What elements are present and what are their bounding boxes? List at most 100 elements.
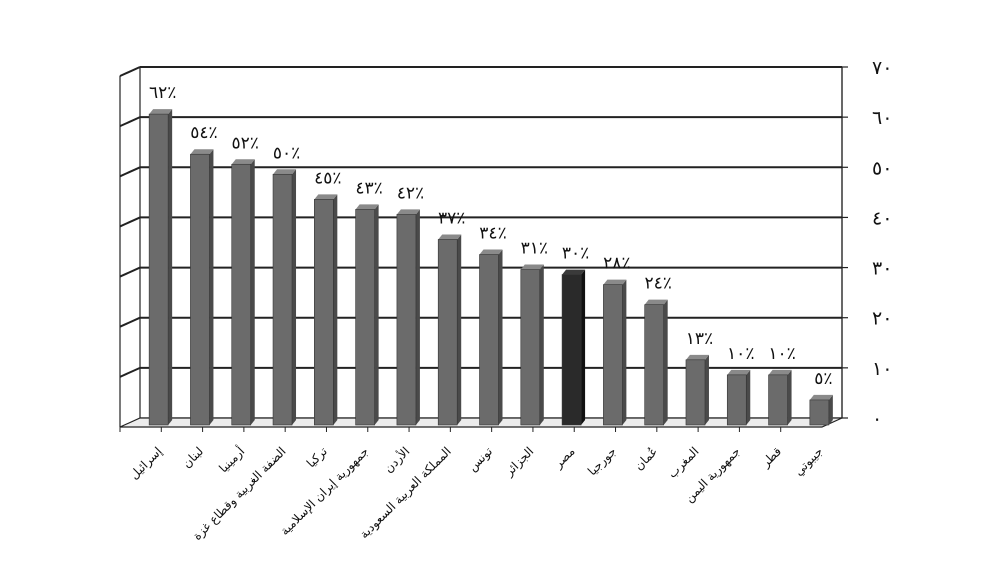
bar	[231, 159, 255, 426]
y-tick-label: ٥٠	[872, 157, 892, 179]
bar-front	[272, 173, 293, 426]
bar-front	[561, 274, 582, 426]
x-tick-label: قطر	[758, 444, 785, 471]
data-label: ٪٥٢	[232, 133, 259, 153]
bar-front	[355, 209, 375, 426]
data-label: ٪٤٣	[355, 178, 382, 198]
bar	[520, 264, 544, 426]
y-tick-label: ٣٠	[872, 258, 892, 280]
bar-side	[374, 204, 379, 425]
bar-front	[809, 399, 830, 426]
bar-side	[663, 299, 668, 425]
bar-top	[190, 149, 214, 155]
bar-front	[396, 214, 417, 426]
bar-top	[768, 369, 792, 375]
y-tick-label: ١٠	[872, 358, 892, 380]
bar-side	[209, 149, 214, 425]
bar-side	[415, 209, 420, 425]
data-label: ٪١٠	[768, 344, 795, 364]
bar-front	[685, 359, 706, 426]
x-tick-label: تركيا	[304, 444, 331, 471]
data-label: ٪٣٤	[479, 224, 506, 244]
bar-top	[562, 269, 586, 275]
data-label: ٪٥٤	[190, 123, 217, 143]
bar	[190, 149, 214, 426]
bar-top	[809, 394, 833, 400]
bar-top	[273, 169, 297, 175]
bar-front	[603, 284, 623, 426]
bar	[479, 249, 503, 426]
x-tick-label: أرمينيا	[215, 444, 248, 477]
data-label: ٪١٠	[727, 344, 754, 364]
bar	[355, 204, 379, 426]
bar	[314, 194, 338, 426]
bar	[726, 369, 751, 426]
x-tick-label: الأردن	[381, 444, 414, 477]
y-tick-label: ٤٠	[872, 207, 892, 229]
data-label: ٪٢٤	[644, 274, 671, 294]
bar	[603, 279, 627, 426]
data-labels: ٪٦٢ ٪٥٤ ٪٥٢ ٪٥٠ ٪٤٥ ٪٤٣ ٪٤٢ ٪٣٧ ٪٣٤ ٪٣١ ٪٣٠ ٪٢٨ ٪٢٤ ٪…	[149, 83, 833, 389]
x-tick-label: الجزائر	[501, 444, 537, 480]
bar-side	[168, 109, 173, 425]
gridline-side	[119, 216, 141, 228]
x-tick-label: عُمان	[632, 444, 661, 473]
data-label: ٪٣٠	[562, 244, 589, 264]
x-tick-label: لبنان	[180, 444, 206, 470]
bar-side	[828, 394, 833, 425]
data-label: ٪٥٠	[273, 143, 300, 163]
data-label: ٪٤٢	[397, 183, 424, 203]
bar-top	[231, 159, 255, 165]
bar-front	[768, 374, 788, 426]
y-tick-label: ٧٠	[872, 57, 892, 79]
bar-side	[457, 234, 462, 425]
bar-top	[438, 234, 462, 240]
bar-side	[746, 369, 751, 425]
bar	[272, 169, 297, 426]
bar-side	[539, 264, 544, 425]
data-label: ٪٣٧	[438, 208, 465, 228]
bar-front	[148, 113, 169, 426]
bar	[644, 299, 668, 426]
bar-front	[726, 374, 747, 426]
bar	[685, 354, 709, 426]
data-label: ٪١٣	[686, 329, 713, 349]
data-label: ٪٤٥	[314, 168, 341, 188]
bar-top	[603, 279, 627, 285]
bar-top	[149, 109, 173, 115]
bar	[561, 269, 586, 426]
bar	[809, 394, 833, 426]
gridline-side	[119, 116, 141, 128]
bar	[437, 234, 462, 426]
bar-front	[231, 163, 252, 426]
bar-front	[520, 269, 541, 426]
y-tick-label: ٠	[872, 408, 882, 430]
bar-top	[355, 204, 379, 210]
bar-top	[520, 264, 544, 270]
bar-side	[292, 169, 297, 425]
bar-side	[622, 279, 627, 425]
bar	[396, 209, 420, 426]
bar-side	[787, 369, 792, 425]
gridline-side	[119, 316, 141, 328]
bar-front	[644, 304, 664, 426]
gridline-side	[119, 266, 141, 278]
bar-top	[685, 354, 709, 360]
bar-side	[250, 159, 255, 425]
bar-top	[314, 194, 338, 200]
bar-side	[498, 249, 503, 425]
bar-series	[148, 109, 833, 426]
x-tick-label: جيبوتي	[791, 444, 826, 479]
bar-front	[479, 254, 499, 426]
bar-front	[437, 239, 458, 426]
bar	[148, 109, 173, 426]
gridline-side	[119, 166, 141, 178]
x-tick-label: جورجيا	[585, 444, 620, 479]
data-label: ٪٣١	[521, 239, 548, 259]
y-tick-label: ٦٠	[872, 107, 892, 129]
bar-front	[190, 153, 210, 426]
x-tick-label: المغرب	[665, 444, 702, 481]
bar-front	[314, 199, 334, 426]
